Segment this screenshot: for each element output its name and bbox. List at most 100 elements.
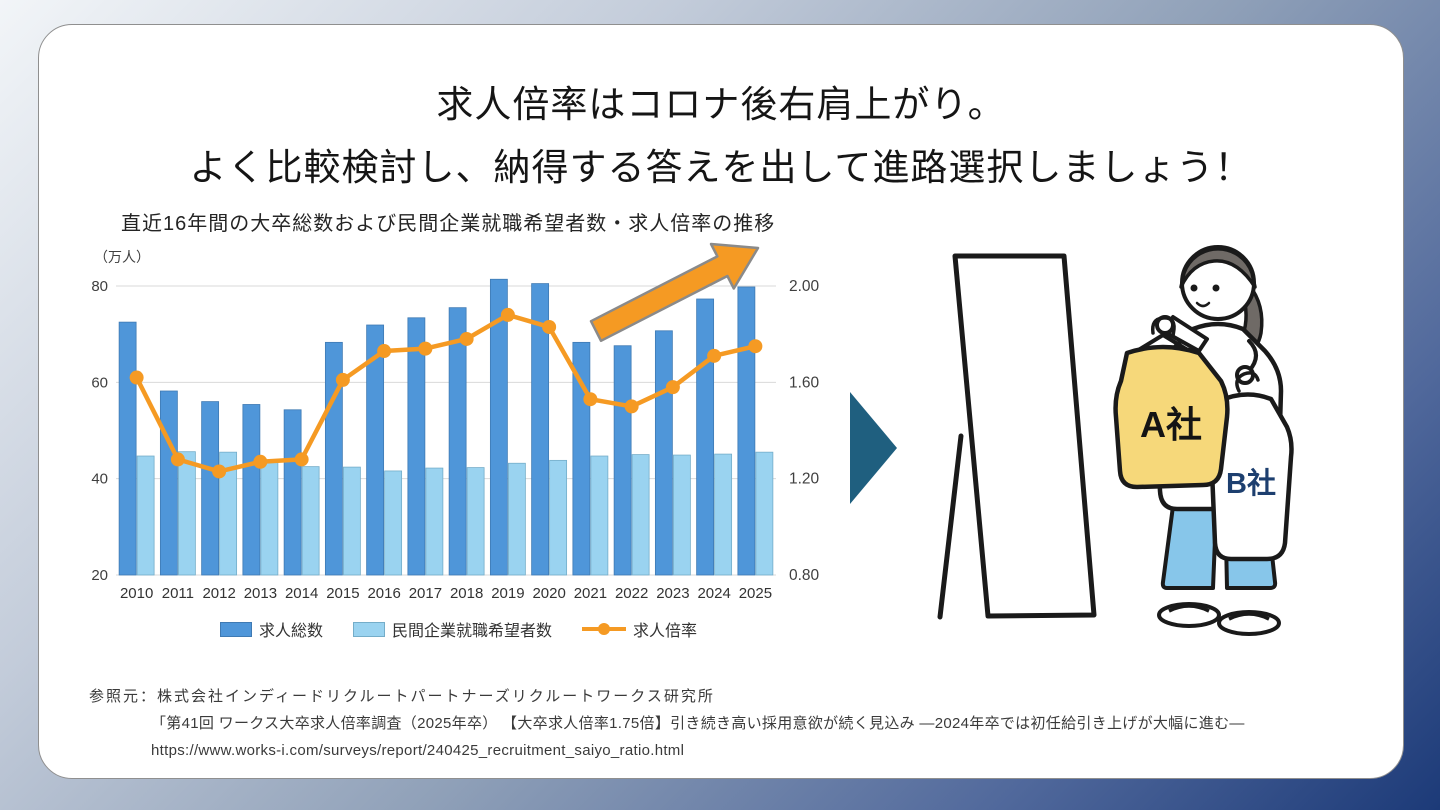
bar-民間企業就職希望者数-2011: [177, 451, 196, 576]
x-axis-label: 2020: [532, 585, 565, 602]
x-axis-label: 2010: [120, 585, 153, 602]
ratio-marker: [418, 341, 433, 356]
pants-left-leg: [1160, 489, 1219, 590]
legend-label: 求人倍率: [633, 623, 698, 640]
right-pointer-icon: [850, 392, 897, 504]
sweater-a: [1113, 344, 1230, 490]
legend-item-2: 求人倍率: [582, 617, 697, 641]
ratio-marker: [748, 339, 763, 354]
slide-title-line2: よく比較検討し、納得する答えを出して進路選択しましょう！: [189, 147, 1253, 188]
x-axis-label: 2017: [409, 585, 442, 602]
bar-民間企業就職希望者数-2025: [755, 451, 774, 576]
bar-求人総数-2015: [324, 341, 343, 576]
person-illustration: A社 B社: [1113, 245, 1294, 636]
bar-求人総数-2020: [531, 283, 550, 576]
ratio-marker: [624, 399, 639, 414]
bar-求人総数-2016: [366, 324, 385, 576]
bar-求人総数-2014: [283, 409, 302, 576]
left-axis-tick: 60: [91, 374, 108, 391]
right-axis-tick: 1.60: [789, 374, 820, 391]
ratio-marker: [707, 348, 722, 363]
bar-求人総数-2017: [407, 317, 426, 576]
recruitment-ratio-chart: 80 2.00 60 1.60 40 1.20 20 0.80 （万人） 2010 2011 2012…: [91, 242, 820, 602]
x-axis-label: 2018: [450, 585, 483, 602]
legend-item-0: 求人総数: [219, 617, 323, 641]
hanger-a-hook-icon: [1150, 316, 1176, 338]
left-eye: [1190, 284, 1198, 292]
x-axis-label: 2016: [367, 585, 400, 602]
shirt-b-label: B社: [1226, 467, 1276, 500]
bar-求人総数-2013: [242, 404, 261, 576]
bar-民間企業就職希望者数-2013: [260, 461, 279, 576]
x-axis-label: 2011: [162, 585, 194, 602]
mirror-illustration: [937, 253, 1097, 620]
x-axis-label: 2021: [574, 585, 607, 602]
bar-求人総数-2019: [489, 278, 508, 576]
bar-民間企業就職希望者数-2010: [136, 455, 155, 576]
ratio-marker: [459, 331, 474, 346]
bar-民間企業就職希望者数-2021: [590, 455, 609, 576]
right-eye: [1212, 284, 1220, 292]
legend-label: 求人総数: [258, 623, 323, 640]
legend-line-swatch: [582, 622, 626, 636]
bar-民間企業就職希望者数-2018: [466, 467, 485, 576]
ratio-marker: [170, 452, 185, 467]
bar-民間企業就職希望者数-2024: [714, 453, 733, 576]
bar-求人総数-2012: [201, 401, 220, 576]
bar-民間企業就職希望者数-2020: [549, 459, 568, 576]
upward-trend-arrow-icon: [589, 242, 760, 343]
source-citation: 参照元：株式会社インディードリクルートパートナーズリクルートワークス研究所 「第…: [89, 683, 1245, 764]
right-axis-tick: 2.00: [789, 278, 820, 295]
bar-民間企業就職希望者数-2012: [219, 451, 238, 576]
shirt-a-label: A社: [1140, 404, 1202, 445]
bar-求人総数-2018: [448, 307, 467, 576]
slide-title: 求人倍率はコロナ後右肩上がり。 よく比較検討し、納得する答えを出して進路選択しま…: [39, 73, 1403, 199]
ratio-marker: [212, 464, 227, 479]
left-axis-tick: 40: [91, 471, 108, 488]
source-line1: 参照元：株式会社インディードリクルートパートナーズリクルートワークス研究所: [89, 688, 715, 705]
ratio-marker: [500, 307, 515, 322]
left-axis-tick: 80: [91, 278, 108, 295]
sandal-right-strap: [1228, 612, 1270, 621]
x-axis-label: 2023: [656, 585, 689, 602]
ratio-marker: [377, 344, 392, 359]
bar-求人総数-2011: [159, 390, 178, 576]
bar-民間企業就職希望者数-2019: [507, 462, 526, 576]
x-axis-label: 2019: [491, 585, 524, 602]
x-axis-label: 2014: [285, 585, 318, 602]
bar-民間企業就職希望者数-2016: [384, 470, 403, 576]
chart-legend: 求人総数 民間企業就職希望者数 求人倍率: [86, 617, 831, 641]
chart-title: 直近16年間の大卒総数および民間企業就職希望者数・求人倍率の推移: [121, 213, 776, 235]
legend-label: 民間企業就職希望者数: [391, 623, 552, 640]
x-axis-label: 2022: [615, 585, 648, 602]
person-choosing-company-illustration: A社 B社: [937, 245, 1294, 636]
mouth: [1195, 301, 1211, 308]
bar-民間企業就職希望者数-2014: [301, 466, 320, 576]
ratio-marker: [665, 380, 680, 395]
legend-bar-swatch: [352, 621, 385, 637]
x-axis-label: 2025: [739, 585, 772, 602]
ratio-marker: [253, 454, 268, 469]
source-url: https://www.works-i.com/surveys/report/2…: [151, 742, 685, 759]
right-axis-tick: 0.80: [789, 567, 820, 584]
hair: [1179, 247, 1257, 289]
bar-求人総数-2022: [613, 345, 632, 576]
left-axis-tick: 20: [91, 567, 108, 584]
ratio-marker: [129, 370, 144, 385]
ratio-marker: [335, 372, 350, 387]
x-axis-label: 2013: [244, 585, 277, 602]
x-axis-label: 2024: [697, 585, 730, 602]
legend-item-1: 民間企業就職希望者数: [352, 617, 552, 641]
bar-民間企業就職希望者数-2023: [672, 454, 691, 576]
content-card: 求人倍率はコロナ後右肩上がり。 よく比較検討し、納得する答えを出して進路選択しま…: [38, 24, 1404, 779]
x-axis-labels: 2010 2011 2012 2013 2014 2015 2016 2017 2018 2019…: [120, 585, 772, 602]
right-axis-tick: 1.20: [789, 471, 820, 488]
bar-求人総数-2025: [737, 286, 756, 576]
ratio-marker: [294, 452, 309, 467]
ratio-marker: [583, 392, 598, 407]
bar-求人総数-2010: [118, 321, 137, 576]
bar-民間企業就職希望者数-2022: [631, 454, 650, 576]
bar-民間企業就職希望者数-2015: [342, 466, 361, 576]
left-axis-unit-label: （万人）: [94, 249, 150, 265]
